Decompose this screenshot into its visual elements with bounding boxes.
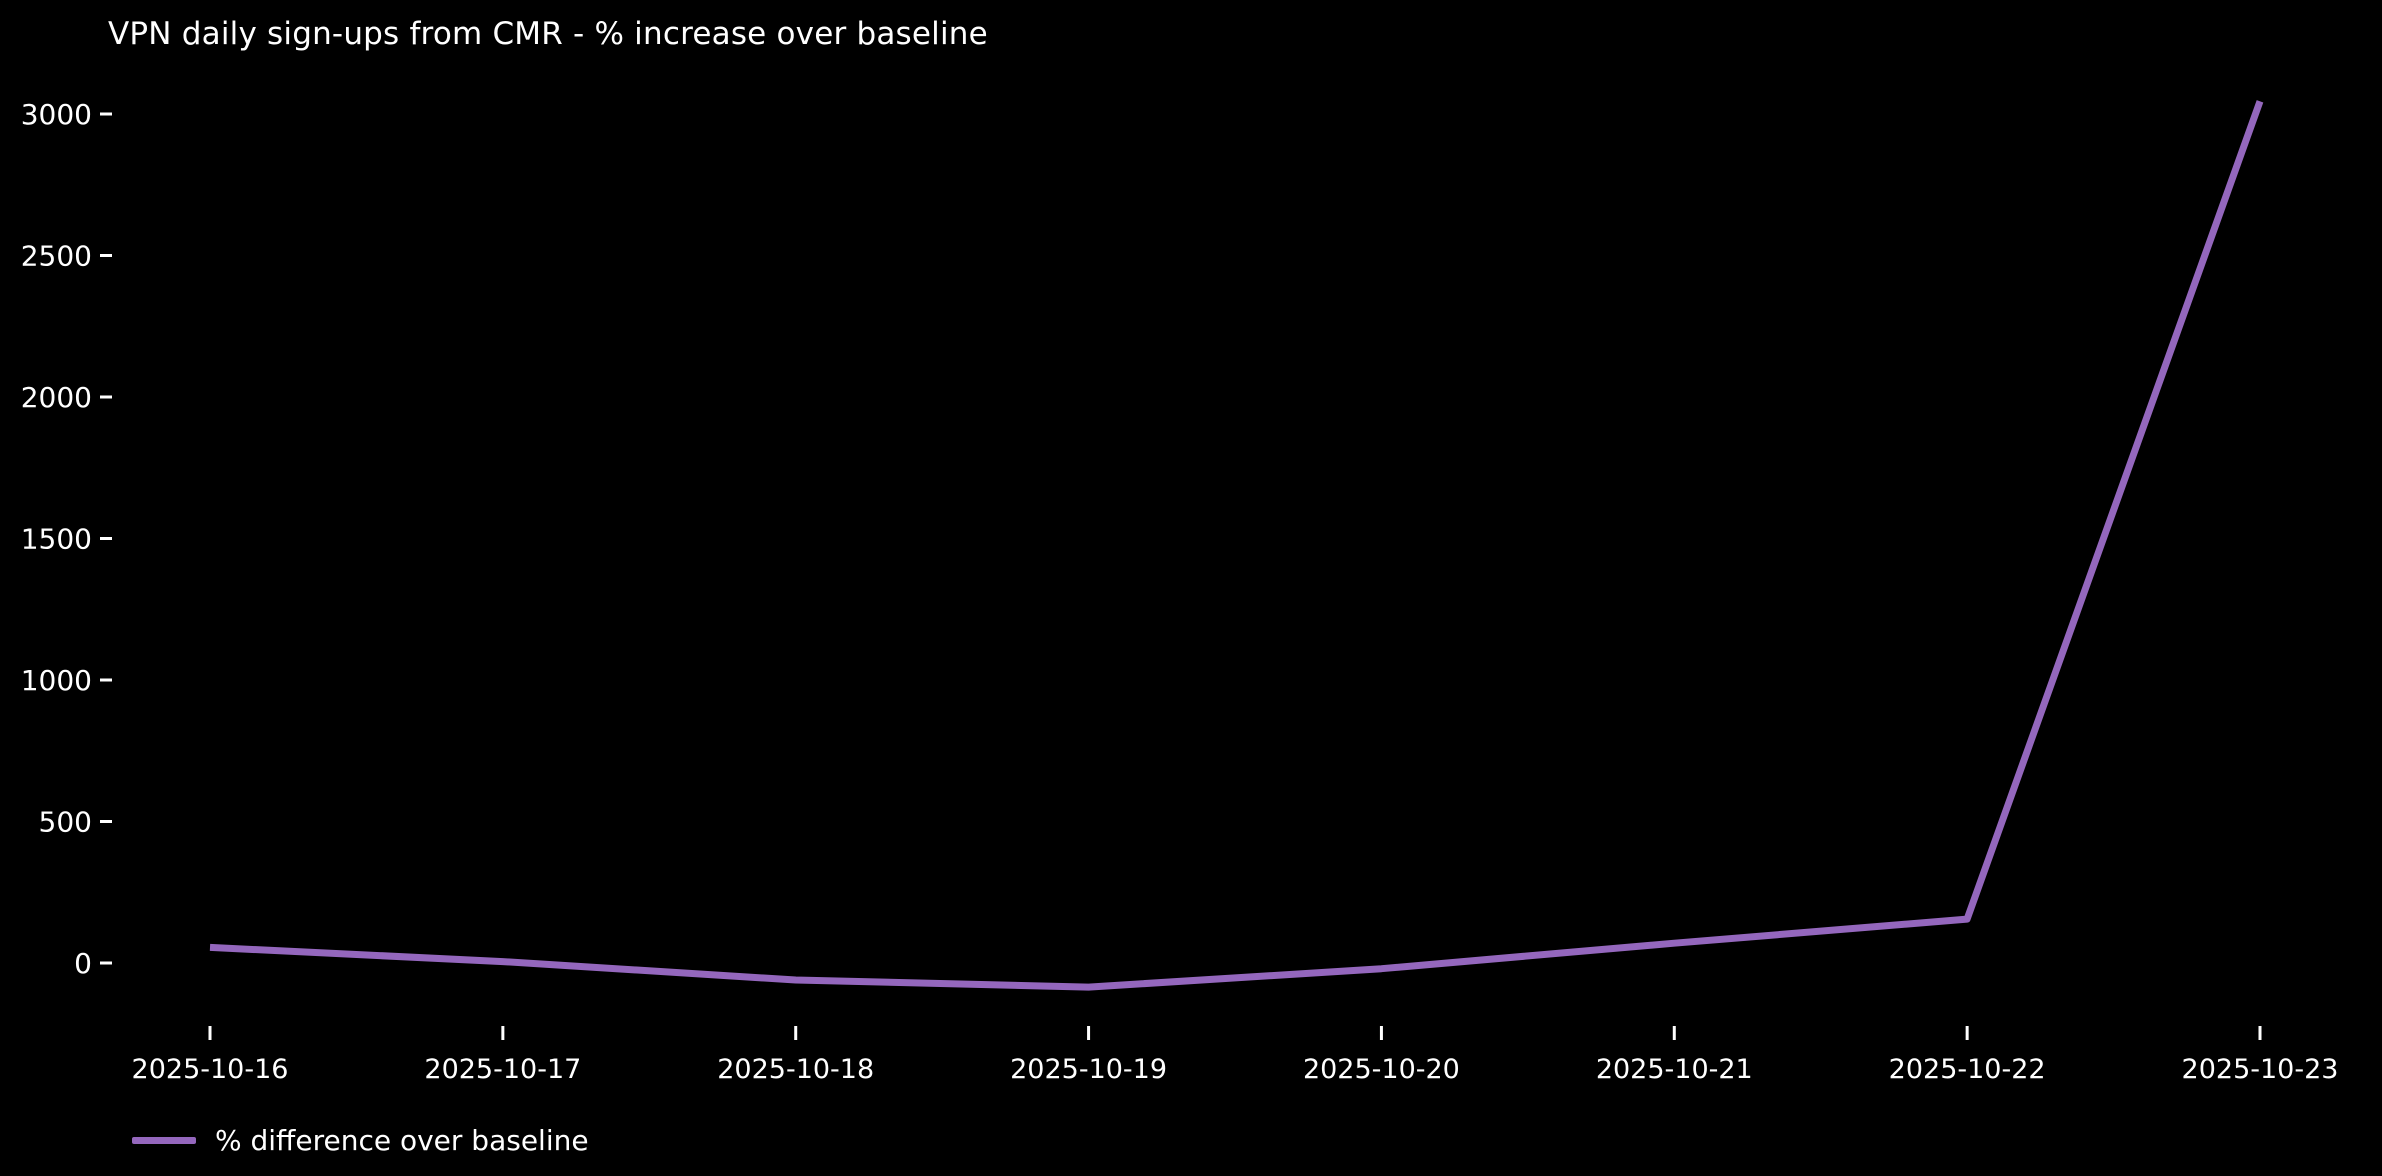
chart-title: VPN daily sign-ups from CMR - % increase… [108,16,988,52]
series-line-percent-difference [209,100,2264,991]
x-tick-label: 2025-10-22 [1889,1054,2046,1085]
x-tick-label: 2025-10-23 [2182,1054,2339,1085]
y-tick-label: 0 [74,947,92,980]
y-tick-label: 3000 [21,98,92,131]
y-axis: 0 500 1000 1500 2000 2500 3000 [21,98,112,980]
y-tick-label: 2500 [21,240,92,273]
legend-line-swatch [132,1137,196,1144]
x-tick-label: 2025-10-17 [424,1054,581,1085]
x-tick-label: 2025-10-16 [132,1054,289,1085]
x-tick-label: 2025-10-19 [1010,1054,1167,1085]
y-tick-label: 1000 [21,664,92,697]
x-tick-label: 2025-10-21 [1596,1054,1753,1085]
y-tick-label: 2000 [21,381,92,414]
x-axis: 2025-10-16 2025-10-17 2025-10-18 2025-10-19… [132,1026,2339,1085]
x-tick-label: 2025-10-18 [717,1054,874,1085]
y-tick-label: 500 [39,806,92,839]
legend-label: % difference over baseline [215,1124,589,1157]
y-tick-label: 1500 [21,523,92,556]
x-tick-label: 2025-10-20 [1303,1054,1460,1085]
legend: % difference over baseline [132,1124,589,1157]
